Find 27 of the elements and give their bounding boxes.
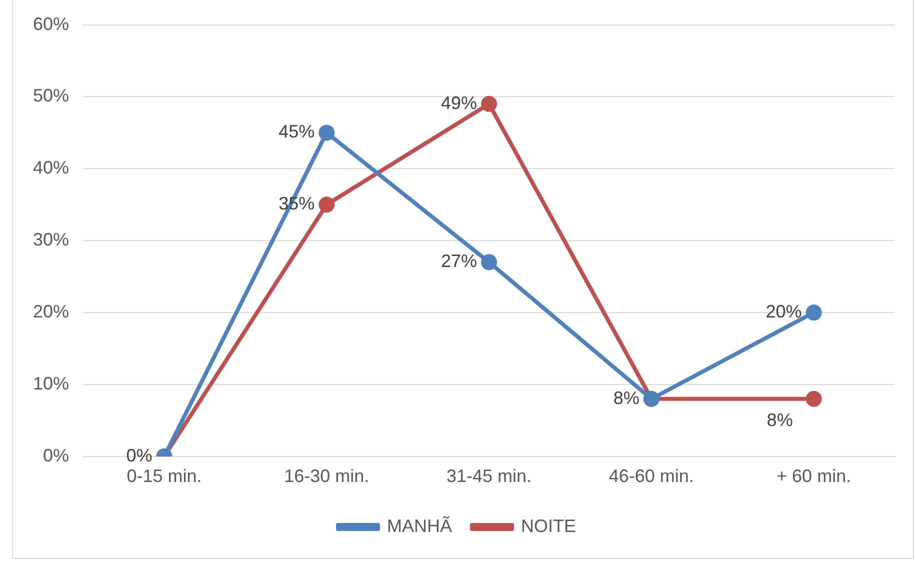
data-label: 8% [613,388,640,408]
y-tick-label: 50% [32,86,70,106]
x-tick-label: + 60 min. [776,466,852,486]
y-tick-label: 0% [43,445,70,466]
point [806,304,822,321]
y-tick-label: 10% [32,373,70,394]
point [481,254,498,270]
y-tick-label: 60% [32,14,70,34]
y-tick-label: 20% [32,302,70,322]
point [481,96,498,112]
point [318,124,335,141]
x-tick-label: 46-60 min. [608,466,694,486]
data-label: 27% [440,251,478,272]
y-tick-label: 30% [32,230,70,250]
data-label: 20% [766,302,802,322]
y-tick-label: 40% [32,158,70,178]
x-tick-label: 16-30 min. [284,466,370,486]
legend-label: NOITE [521,516,576,536]
point [806,390,822,407]
data-label: 45% [278,122,315,142]
data-label: 49% [440,92,478,113]
data-label: 8% [766,410,793,430]
data-label: 0% [126,445,152,466]
x-tick-label: 0-15 min. [126,466,202,486]
legend-label: MANHÃ [386,516,452,536]
x-tick-label: 31-45 min. [446,466,532,486]
point [318,196,335,213]
